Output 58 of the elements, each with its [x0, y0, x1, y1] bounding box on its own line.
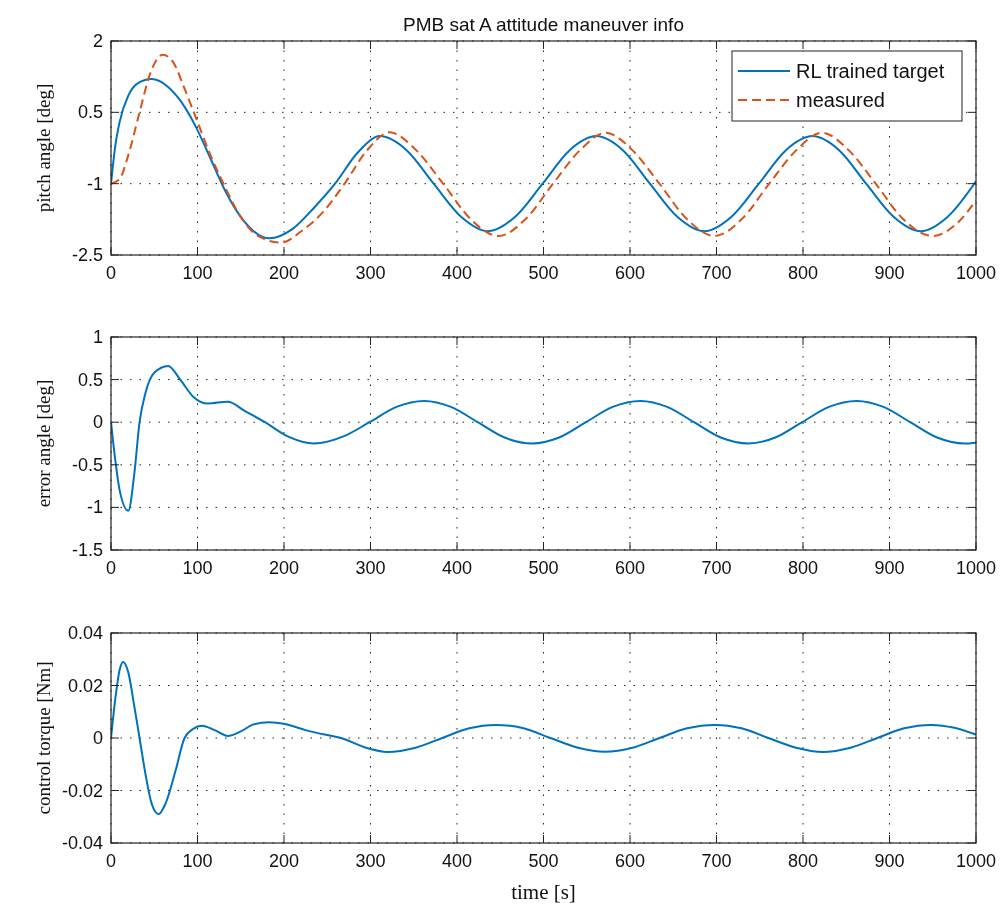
y-axis-title: control torque [Nm]	[33, 661, 54, 815]
x-tick-label: 800	[787, 558, 819, 578]
y-tick-label: -0.04	[61, 833, 103, 853]
x-tick-label: 200	[268, 558, 300, 578]
x-tick-label: 100	[182, 851, 213, 871]
y-tick-label: -1	[86, 173, 103, 194]
x-tick-label: 900	[874, 851, 905, 871]
x-tick-label: 300	[355, 851, 386, 871]
x-tick-label: 500	[528, 263, 559, 283]
y-tick-label: 0.5	[77, 369, 103, 390]
chart-title: PMB sat A attitude maneuver info	[403, 14, 684, 35]
x-tick-label: 0	[105, 851, 117, 871]
x-tick-label: 400	[441, 558, 473, 578]
y-tick-label: -1.5	[71, 540, 103, 560]
x-tick-label: 0	[105, 263, 117, 283]
x-tick-label: 600	[614, 851, 646, 871]
y-tick-label: 0	[92, 728, 103, 748]
x-tick-label: 700	[701, 558, 732, 578]
y-tick-label: 0.02	[67, 675, 103, 696]
line-series	[111, 53, 976, 244]
x-tick-label: 100	[182, 558, 213, 578]
legend-label: measured	[796, 89, 885, 111]
x-tick-label: 200	[268, 263, 300, 283]
x-tick-label: 900	[874, 558, 905, 578]
y-tick-label: -1	[86, 497, 103, 518]
x-tick-label: 1000	[955, 263, 997, 283]
y-tick-label: -0.02	[61, 780, 103, 801]
x-tick-label: 400	[441, 851, 473, 871]
x-tick-label: 300	[355, 263, 386, 283]
x-tick-label: 400	[441, 263, 473, 283]
legend-label: RL trained target	[796, 60, 945, 82]
x-tick-label: 500	[528, 851, 559, 871]
y-tick-label: -0.5	[71, 454, 103, 475]
x-tick-label: 900	[874, 263, 905, 283]
y-tick-label: 0.04	[67, 623, 103, 643]
line-series	[111, 364, 976, 512]
x-tick-label: 100	[182, 263, 213, 283]
line-series	[111, 660, 976, 816]
x-axis-title: time [s]	[511, 880, 576, 904]
y-tick-label: 1	[92, 327, 103, 347]
x-tick-label: 800	[787, 263, 819, 283]
x-tick-label: 700	[701, 263, 732, 283]
x-tick-label: 500	[528, 558, 559, 578]
x-tick-label: 600	[614, 263, 646, 283]
x-tick-label: 600	[614, 558, 646, 578]
y-tick-label: 2	[92, 31, 103, 51]
x-tick-label: 1000	[955, 558, 997, 578]
x-tick-label: 700	[701, 851, 732, 871]
y-tick-label: 0	[92, 412, 103, 433]
x-tick-label: 200	[268, 851, 300, 871]
x-tick-label: 1000	[955, 851, 997, 871]
y-axis-title: pitch angle [deg]	[33, 83, 54, 213]
y-tick-label: 0.5	[77, 102, 103, 123]
x-tick-label: 300	[355, 558, 386, 578]
x-tick-label: 0	[105, 558, 117, 578]
x-tick-label: 800	[787, 851, 819, 871]
y-axis-title: error angle [deg]	[33, 379, 54, 508]
y-tick-label: -2.5	[71, 245, 103, 265]
